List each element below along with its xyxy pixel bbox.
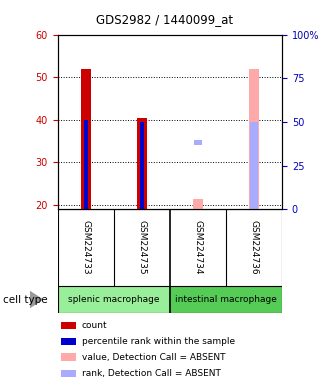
Text: cell type: cell type (3, 295, 48, 305)
Text: GDS2982 / 1440099_at: GDS2982 / 1440099_at (96, 13, 234, 26)
Text: GSM224736: GSM224736 (249, 220, 259, 275)
Bar (60, 370, 76, 377)
Bar (60, 322, 76, 329)
Polygon shape (30, 291, 42, 308)
Bar (193, 199, 203, 209)
Bar (81, 69, 91, 209)
Text: GSM224735: GSM224735 (137, 220, 147, 275)
Bar (60, 338, 76, 345)
Text: rank, Detection Call = ABSENT: rank, Detection Call = ABSENT (82, 369, 220, 378)
Bar (249, 69, 259, 209)
FancyBboxPatch shape (170, 286, 282, 313)
Bar (250, 122, 258, 209)
Bar (137, 118, 147, 209)
Bar (60, 353, 76, 361)
FancyBboxPatch shape (58, 286, 170, 313)
Text: percentile rank within the sample: percentile rank within the sample (82, 337, 235, 346)
Text: value, Detection Call = ABSENT: value, Detection Call = ABSENT (82, 353, 225, 361)
Text: splenic macrophage: splenic macrophage (68, 295, 160, 304)
Bar (194, 140, 202, 146)
Bar (83, 120, 88, 209)
Text: GSM224734: GSM224734 (193, 220, 203, 275)
Text: intestinal macrophage: intestinal macrophage (175, 295, 277, 304)
Bar (140, 122, 144, 209)
Text: GSM224733: GSM224733 (81, 220, 90, 275)
Text: count: count (82, 321, 107, 330)
